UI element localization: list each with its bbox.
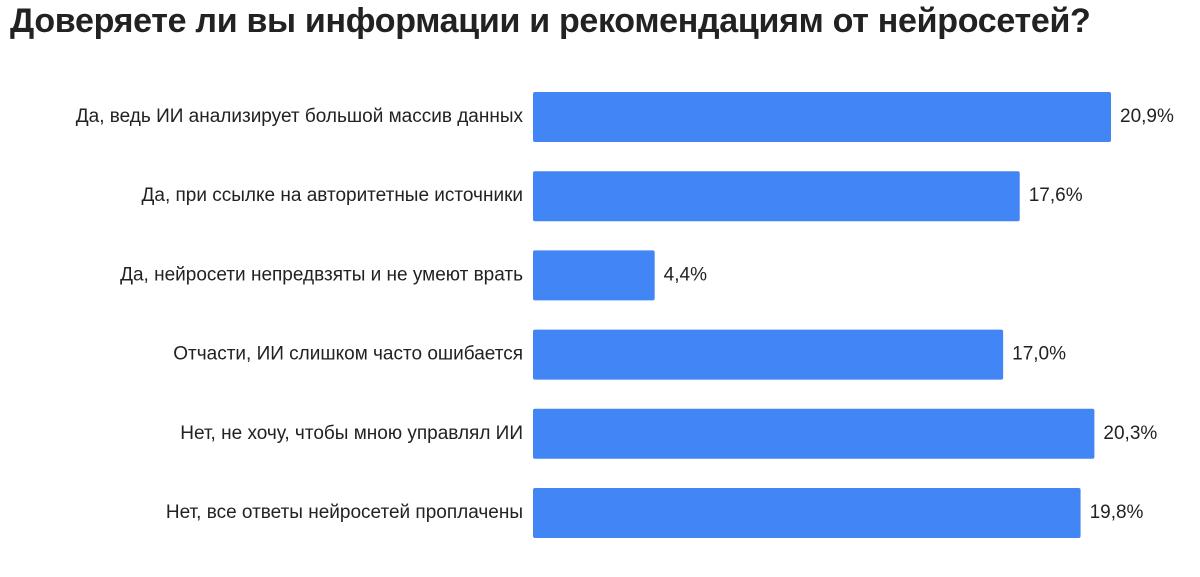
bar <box>533 92 1111 142</box>
category-label: Да, ведь ИИ анализирует большой массив д… <box>76 106 524 127</box>
value-label: 17,0% <box>1012 344 1066 365</box>
category-label: Нет, все ответы нейросетей проплачены <box>166 502 523 523</box>
bar <box>533 408 1095 459</box>
category-label: Да, при ссылке на авторитетные источники <box>142 185 523 206</box>
value-label: 4,4% <box>664 264 707 285</box>
value-label: 19,8% <box>1090 502 1144 523</box>
category-label: Нет, не хочу, чтобы мною управлял ИИ <box>180 423 523 444</box>
category-label: Отчасти, ИИ слишком часто ошибается <box>173 344 523 365</box>
bar <box>533 250 655 301</box>
bar <box>533 329 1004 380</box>
value-label: 20,9% <box>1120 106 1174 127</box>
chart-title: Доверяете ли вы информации и рекомендаци… <box>10 2 1091 40</box>
value-label: 17,6% <box>1029 185 1083 206</box>
bar <box>533 171 1020 222</box>
category-label: Да, нейросети непредвзяты и не умеют вра… <box>120 264 523 285</box>
value-label: 20,3% <box>1103 423 1157 444</box>
bar <box>533 488 1081 538</box>
